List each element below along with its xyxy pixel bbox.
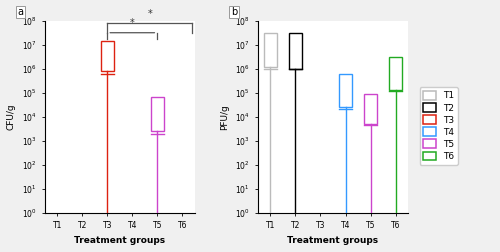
Bar: [364, 94, 377, 124]
X-axis label: Treatment groups: Treatment groups: [288, 236, 378, 245]
X-axis label: Treatment groups: Treatment groups: [74, 236, 166, 245]
Bar: [339, 74, 352, 107]
Text: a: a: [18, 7, 24, 17]
Bar: [390, 57, 402, 90]
Text: *: *: [148, 9, 152, 19]
Text: b: b: [231, 7, 237, 17]
Y-axis label: CFU/g: CFU/g: [7, 104, 16, 130]
Y-axis label: PFU/g: PFU/g: [220, 104, 229, 130]
Bar: [151, 97, 164, 132]
Bar: [264, 34, 276, 67]
Bar: [289, 34, 302, 69]
Legend: T1, T2, T3, T4, T5, T6: T1, T2, T3, T4, T5, T6: [420, 87, 458, 165]
Bar: [101, 41, 114, 71]
Text: *: *: [130, 18, 134, 28]
